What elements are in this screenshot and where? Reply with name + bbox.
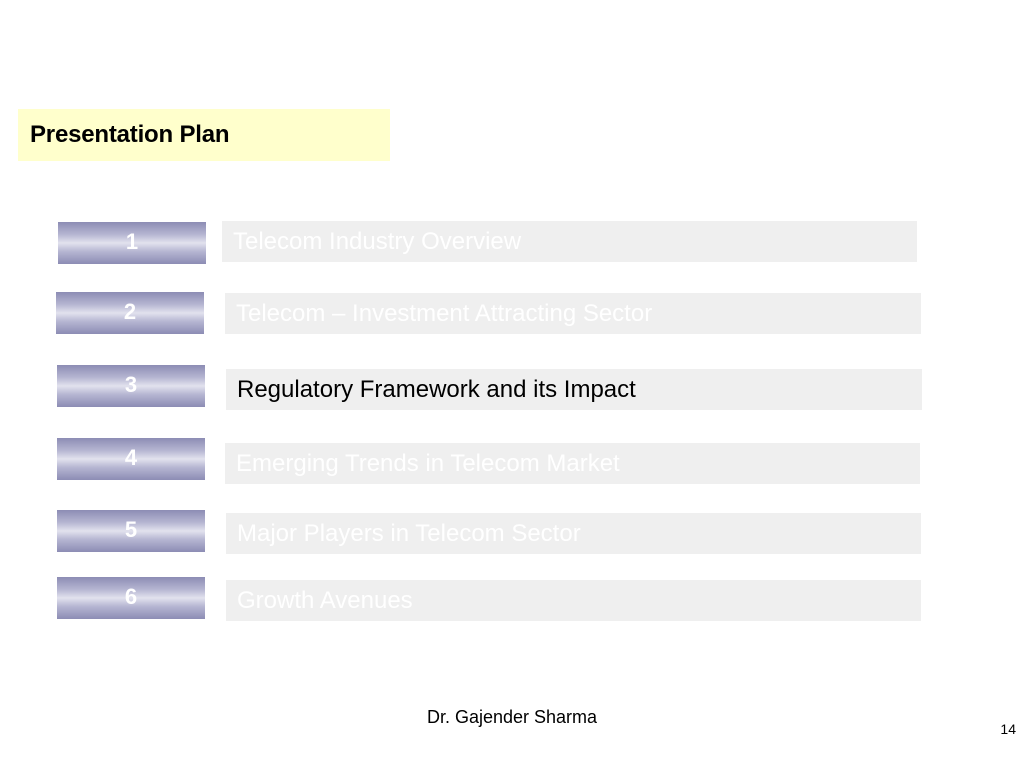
agenda-item-1: Telecom Industry Overview bbox=[222, 221, 917, 262]
slide-title: Presentation Plan bbox=[30, 121, 230, 148]
agenda-number-6: 6 bbox=[57, 577, 205, 619]
agenda-number-1: 1 bbox=[58, 222, 206, 264]
agenda-item-5: Major Players in Telecom Sector bbox=[226, 513, 921, 554]
title-box: Presentation Plan bbox=[18, 109, 390, 161]
agenda-number-4: 4 bbox=[57, 438, 205, 480]
agenda-number-5: 5 bbox=[57, 510, 205, 552]
agenda-item-3: Regulatory Framework and its Impact bbox=[226, 369, 922, 410]
agenda-number-3: 3 bbox=[57, 365, 205, 407]
agenda-number-2: 2 bbox=[56, 292, 204, 334]
footer-author: Dr. Gajender Sharma bbox=[426, 707, 598, 727]
page-number: 14 bbox=[1000, 721, 1016, 737]
agenda-item-6: Growth Avenues bbox=[226, 580, 921, 621]
agenda-item-4: Emerging Trends in Telecom Market bbox=[225, 443, 920, 484]
agenda-item-2: Telecom – Investment Attracting Sector bbox=[225, 293, 921, 334]
